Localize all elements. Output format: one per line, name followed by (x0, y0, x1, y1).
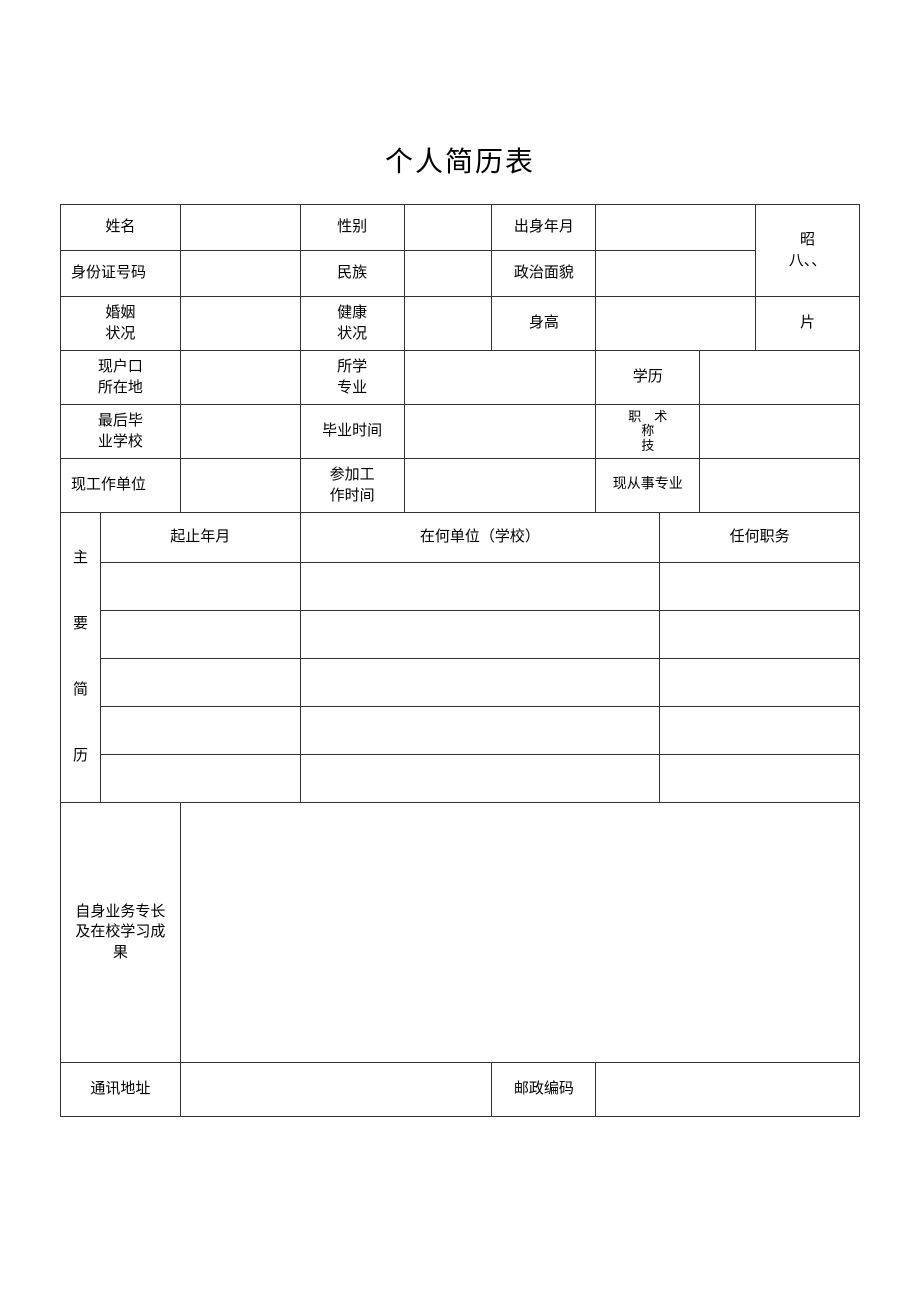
label-skills: 自身业务专长及在校学习成果 (61, 803, 181, 1063)
value-title-tech (700, 405, 860, 459)
label-education: 学历 (596, 351, 700, 405)
value-work-unit (180, 459, 300, 513)
label-join-time: 参加工作时间 (300, 459, 404, 513)
value-height (596, 297, 756, 351)
label-health: 健康状况 (300, 297, 404, 351)
resume-position (660, 563, 860, 611)
label-major: 所学专业 (300, 351, 404, 405)
resume-period (100, 659, 300, 707)
label-address: 通讯地址 (61, 1063, 181, 1117)
value-grad-time (404, 405, 596, 459)
table-row (61, 659, 860, 707)
photo-cell-top: 昭八、、 (756, 205, 860, 297)
label-id: 身份证号码 (61, 251, 181, 297)
label-title-tech: 职 术称技 (596, 405, 700, 459)
resume-position (660, 707, 860, 755)
value-ethnicity (404, 251, 492, 297)
value-current-major (700, 459, 860, 513)
value-join-time (404, 459, 596, 513)
resume-period (100, 611, 300, 659)
label-name: 姓名 (61, 205, 181, 251)
resume-table: 姓名 性别 出身年月 昭八、、 身份证号码 民族 政治面貌 婚姻状况 健康状况 … (60, 204, 860, 1117)
label-work-unit: 现工作单位 (61, 459, 181, 513)
label-last-school: 最后毕业学校 (61, 405, 181, 459)
resume-position (660, 659, 860, 707)
value-birth (596, 205, 756, 251)
label-postcode: 邮政编码 (492, 1063, 596, 1117)
page-title: 个人简历表 (60, 140, 860, 180)
value-address (180, 1063, 492, 1117)
resume-where (300, 611, 660, 659)
label-birth: 出身年月 (492, 205, 596, 251)
label-grad-time: 毕业时间 (300, 405, 404, 459)
label-politics: 政治面貌 (492, 251, 596, 297)
value-gender (404, 205, 492, 251)
value-politics (596, 251, 756, 297)
value-postcode (596, 1063, 860, 1117)
table-row (61, 755, 860, 803)
resume-period (100, 563, 300, 611)
resume-where (300, 659, 660, 707)
resume-period (100, 755, 300, 803)
resume-position (660, 611, 860, 659)
value-skills (180, 803, 859, 1063)
value-id (180, 251, 300, 297)
resume-where (300, 707, 660, 755)
label-where: 在何单位（学校） (300, 513, 660, 563)
label-position: 任何职务 (660, 513, 860, 563)
label-resume-vertical: 主 要 简 历 (61, 513, 101, 803)
label-gender: 性别 (300, 205, 404, 251)
value-last-school (180, 405, 300, 459)
table-row (61, 707, 860, 755)
resume-position (660, 755, 860, 803)
resume-where (300, 563, 660, 611)
resume-where (300, 755, 660, 803)
value-name (180, 205, 300, 251)
label-height: 身高 (492, 297, 596, 351)
label-current-major: 现从事专业 (596, 459, 700, 513)
value-hukou (180, 351, 300, 405)
table-row (61, 563, 860, 611)
label-hukou: 现户口所在地 (61, 351, 181, 405)
resume-period (100, 707, 300, 755)
table-row (61, 611, 860, 659)
value-health (404, 297, 492, 351)
value-education (700, 351, 860, 405)
label-period: 起止年月 (100, 513, 300, 563)
value-major (404, 351, 596, 405)
photo-cell-bottom: 片 (756, 297, 860, 351)
value-marriage (180, 297, 300, 351)
label-ethnicity: 民族 (300, 251, 404, 297)
label-marriage: 婚姻状况 (61, 297, 181, 351)
